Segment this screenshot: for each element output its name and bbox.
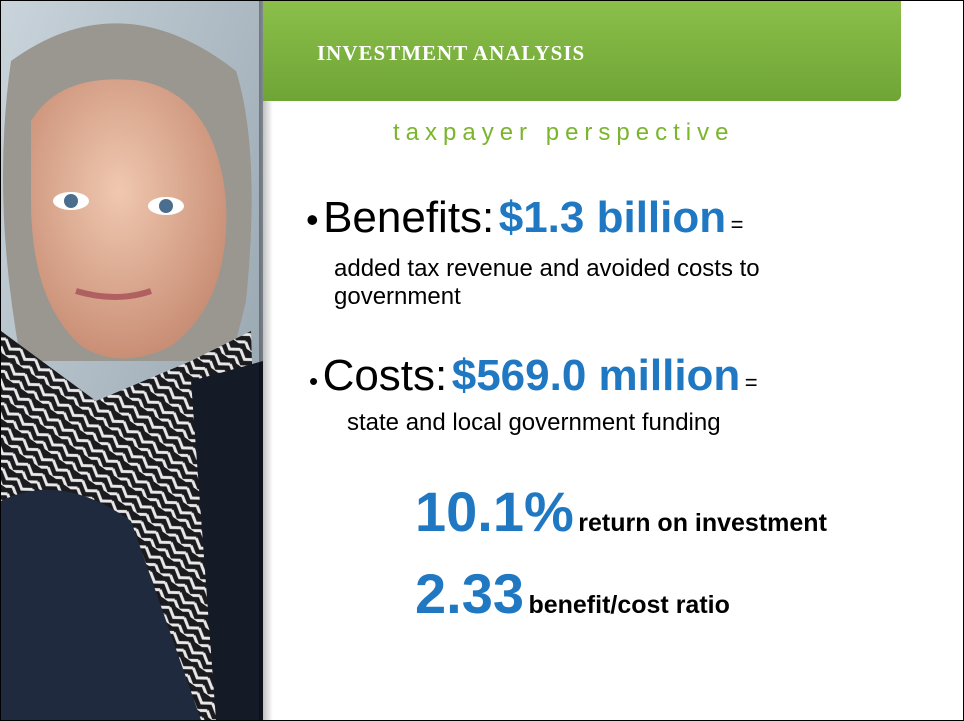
metric-label: return on investment xyxy=(578,509,827,537)
bullet: • Benefits: $1.3 billion = xyxy=(306,193,743,243)
bullet-label: Benefits: xyxy=(323,193,495,242)
portrait-photo xyxy=(1,1,263,720)
bullet-separator: = xyxy=(744,370,758,395)
bullet-amount: $1.3 billion xyxy=(498,193,727,242)
bullet-label: Costs: xyxy=(322,351,448,400)
metric: 10.1% return on investment xyxy=(415,479,827,544)
slide-title: INVESTMENT ANALYSIS xyxy=(317,41,586,65)
metric-value: 2.33 xyxy=(415,562,524,625)
metric: 2.33 benefit/cost ratio xyxy=(415,561,730,626)
bullet-amount: $569.0 million xyxy=(451,351,741,400)
photo-shadow xyxy=(259,1,273,720)
metric-label: benefit/cost ratio xyxy=(528,591,730,619)
header-bar: INVESTMENT ANALYSIS xyxy=(263,1,901,101)
bullet-dot: • xyxy=(309,366,319,396)
bullet-dot: • xyxy=(306,199,319,240)
bullet-separator: = xyxy=(730,212,744,237)
bullet-description: state and local government funding xyxy=(347,409,721,436)
slide-subtitle: taxpayer perspective xyxy=(393,119,735,146)
bullet: • Costs: $569.0 million = xyxy=(309,351,758,401)
bullet-description: added tax revenue and avoided costs to g… xyxy=(334,255,760,310)
metric-value: 10.1% xyxy=(415,480,574,543)
